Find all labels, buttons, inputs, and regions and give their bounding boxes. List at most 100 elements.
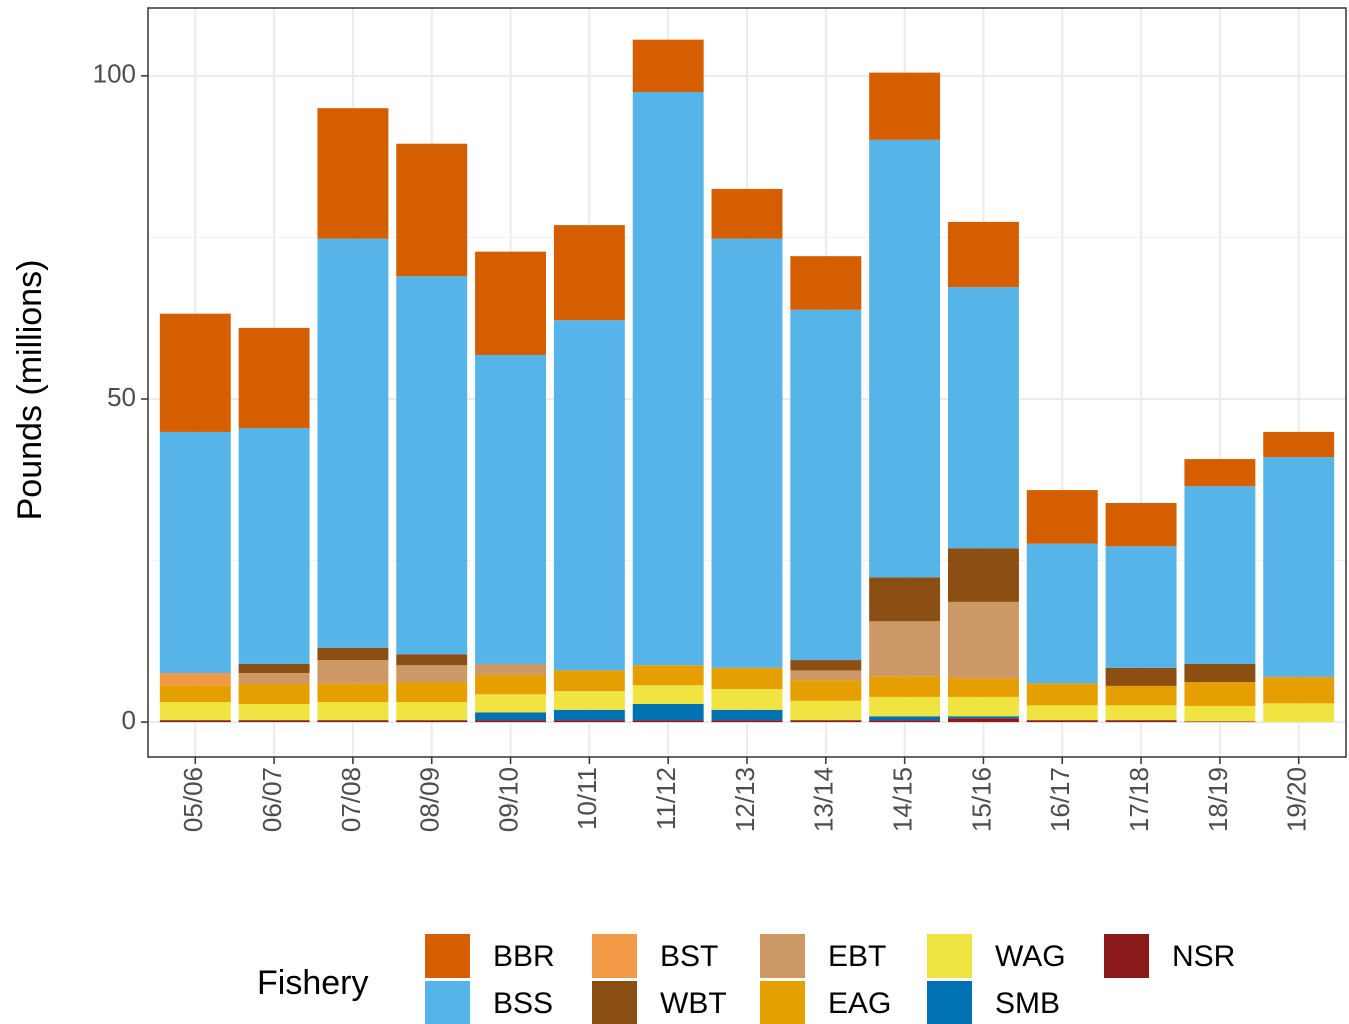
bar-segment: [475, 712, 547, 721]
x-tick-label: 19/20: [1282, 767, 1312, 832]
bar-segment: [869, 72, 941, 140]
bar-segment: [711, 689, 783, 710]
bar-segment: [238, 704, 310, 721]
bar-segment: [1105, 667, 1177, 686]
y-tick-label: 0: [122, 705, 136, 735]
bar-segment: [475, 720, 547, 723]
bar-segment: [475, 251, 547, 356]
bar-segment: [238, 327, 310, 429]
legend-label: NSR: [1172, 940, 1235, 973]
bar-segment: [475, 355, 547, 664]
bar-segment: [1105, 546, 1177, 668]
bar-segment: [238, 428, 310, 664]
bar-segment: [1026, 705, 1098, 721]
bar-segment: [317, 720, 389, 723]
bar-segment: [396, 276, 468, 655]
bar-segment: [317, 647, 389, 661]
x-tick-label: 13/14: [809, 767, 839, 832]
bar-segment: [159, 672, 231, 686]
bar-segment: [711, 238, 783, 668]
bar-segment: [869, 720, 941, 723]
bar-segment: [317, 683, 389, 703]
bar-segment: [947, 548, 1019, 602]
bar-segment: [711, 720, 783, 723]
bar-segment: [1105, 720, 1177, 723]
bar-segment: [553, 320, 625, 671]
bar-segment: [1026, 543, 1098, 684]
bar-segment: [238, 720, 310, 723]
bar-segment: [1026, 683, 1098, 706]
bar-segment: [632, 39, 704, 93]
bar-segment: [396, 682, 468, 703]
legend-key: [425, 934, 470, 978]
x-tick-label: 05/06: [178, 767, 208, 832]
bar-segment: [553, 720, 625, 723]
bar-segment: [1184, 721, 1256, 723]
bar-segment: [553, 691, 625, 710]
bar-segment: [475, 674, 547, 695]
bar-segment: [475, 663, 547, 675]
bar-segment: [159, 702, 231, 721]
x-tick-label: 12/13: [730, 767, 760, 832]
y-tick-label: 100: [93, 59, 136, 89]
bar-segment: [1105, 685, 1177, 706]
bar-segment: [869, 676, 941, 697]
x-tick-label: 10/11: [572, 767, 602, 830]
bar-segment: [1263, 457, 1335, 677]
bar-segment: [1263, 676, 1335, 704]
bar-segment: [396, 720, 468, 723]
legend-key: [760, 981, 805, 1024]
x-tick-label: 14/15: [888, 767, 918, 832]
legend-key: [927, 934, 972, 978]
bar-segment: [632, 720, 704, 723]
bar-segment: [790, 256, 862, 310]
bar-segment: [159, 685, 231, 703]
legend-label: SMB: [995, 987, 1060, 1020]
bar-segment: [869, 621, 941, 677]
bar-segment: [947, 601, 1019, 679]
bar-segment: [396, 702, 468, 721]
bar-segment: [632, 685, 704, 705]
legend-label: BBR: [493, 940, 555, 973]
bar-segment: [790, 660, 862, 671]
bar-segment: [947, 678, 1019, 697]
bar-segment: [159, 313, 231, 432]
bar-segment: [317, 702, 389, 721]
bar-segment: [238, 672, 310, 684]
bar-segment: [317, 238, 389, 648]
bar-segment: [790, 700, 862, 721]
bar-segment: [947, 221, 1019, 288]
bar-segment: [553, 225, 625, 321]
legend-key: [1104, 934, 1149, 978]
bar-segment: [1026, 720, 1098, 723]
legend-title: Fishery: [257, 964, 368, 1002]
bar-segment: [711, 188, 783, 239]
bar-segment: [1184, 486, 1256, 664]
bar-segment: [238, 663, 310, 673]
bar-segment: [396, 654, 468, 666]
legend-key: [760, 934, 805, 978]
legend-key: [425, 981, 470, 1024]
bar-segment: [632, 665, 704, 686]
y-tick-label: 50: [107, 382, 136, 412]
bar-segment: [711, 709, 783, 721]
bar-segment: [947, 716, 1019, 719]
bar-segment: [632, 92, 704, 666]
bar-segment: [869, 577, 941, 622]
bar-segment: [317, 108, 389, 239]
legend-label: WBT: [660, 987, 727, 1020]
bar-segment: [790, 720, 862, 723]
legend-label: BST: [660, 940, 718, 973]
bar-segment: [632, 704, 704, 721]
legend-label: WAG: [995, 940, 1066, 973]
legend-key: [592, 934, 637, 978]
bar-segment: [1105, 705, 1177, 721]
bar-segment: [790, 309, 862, 661]
legend-label: EBT: [828, 940, 886, 973]
bar-segment: [869, 139, 941, 578]
x-tick-label: 15/16: [966, 767, 996, 832]
bar-segment: [396, 143, 468, 277]
y-axis-label: Pounds (millions): [11, 260, 49, 521]
bar-segment: [1263, 703, 1335, 723]
